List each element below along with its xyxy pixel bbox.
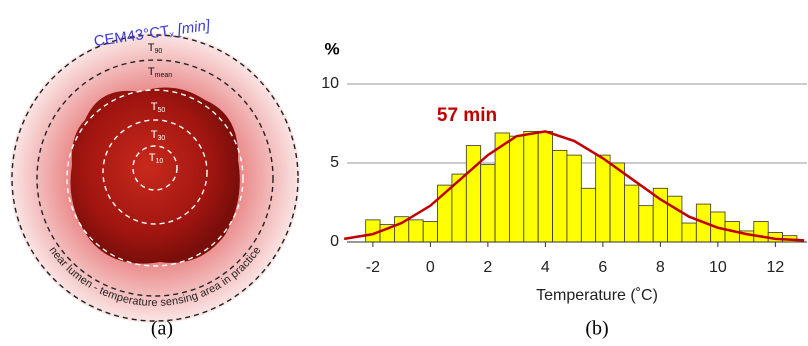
caption: (a) <box>151 318 173 340</box>
bar <box>480 164 496 243</box>
bar <box>753 221 769 243</box>
ring-label-sub: 90 <box>154 48 162 55</box>
ring-label-main: T <box>151 101 158 113</box>
bar <box>509 135 525 243</box>
x-axis-label: Temperature (˚C) <box>536 287 658 304</box>
bar <box>624 184 640 243</box>
ring-label-main: T <box>148 66 155 78</box>
bar <box>422 221 438 243</box>
ring-label-sub: 10 <box>155 158 163 165</box>
bar <box>465 145 482 243</box>
bar <box>638 205 654 243</box>
x-tick-label: 10 <box>709 259 727 276</box>
bar <box>595 154 611 243</box>
title-unit: [min] <box>175 17 211 39</box>
ring <box>11 34 299 322</box>
bar <box>408 219 424 243</box>
ring-label: T10 <box>149 152 164 165</box>
x-tick-label: 12 <box>766 259 784 276</box>
bar <box>566 154 582 243</box>
ring-label: T90 <box>148 42 163 55</box>
y-tick-label: 10 <box>321 75 339 92</box>
fit-curve <box>343 130 805 242</box>
x-tick-label: 8 <box>656 259 665 276</box>
x-tick-label: 4 <box>541 259 550 276</box>
ring-label-sub: 50 <box>157 107 165 114</box>
ring-label-sub: 30 <box>157 135 165 142</box>
bar <box>552 149 568 243</box>
caption: (b) <box>585 318 608 340</box>
ring-label-main: T <box>149 152 156 164</box>
ring <box>102 119 208 225</box>
ring-label-sub: mean <box>155 72 173 79</box>
x-tick-label: 2 <box>483 259 492 276</box>
bar <box>537 130 553 243</box>
x-tick-label: 0 <box>426 259 435 276</box>
ring-label-main: T <box>151 129 158 141</box>
bar <box>580 187 597 243</box>
ring <box>36 59 274 297</box>
y-tick-label: 5 <box>330 154 339 171</box>
tumor <box>70 87 240 264</box>
annotation: 57 min <box>437 105 497 126</box>
ring <box>66 89 244 267</box>
panel-b: % Temperature (˚C) (b) 57 min 0 5 10 -2 0 2 4 6… <box>321 39 807 340</box>
bar <box>681 222 697 243</box>
title-sub: x <box>169 29 175 40</box>
ring-label-main: T <box>148 42 155 54</box>
ring-label: T50 <box>151 101 166 114</box>
ring-label: T30 <box>151 129 166 142</box>
y-axis-label: % <box>324 39 339 58</box>
y-tick-label: 0 <box>330 233 339 250</box>
bar <box>609 162 625 243</box>
bar <box>523 130 539 243</box>
ring-label: Tmean <box>148 66 172 79</box>
x-tick-label: 6 <box>598 259 607 276</box>
ring <box>132 145 178 191</box>
bar <box>667 195 683 243</box>
x-tick-label: -2 <box>366 259 380 276</box>
